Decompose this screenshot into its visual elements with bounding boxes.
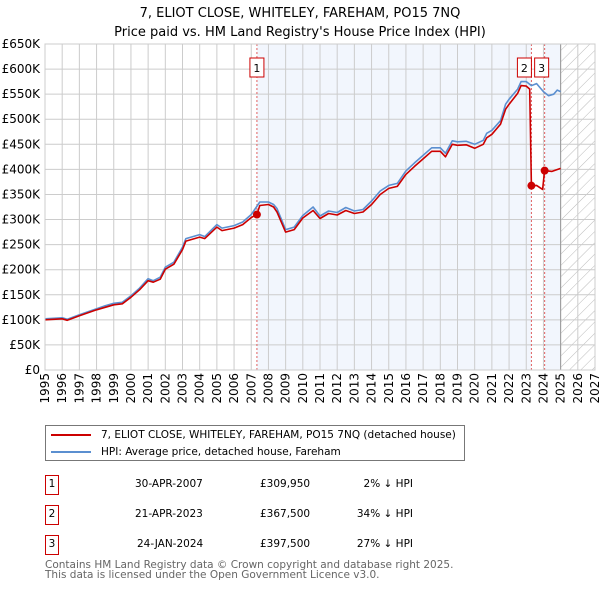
price-chart: 7, ELIOT CLOSE, WHITELEY, FAREHAM, PO15 … [2,6,600,404]
transaction-date: 21-APR-2023 [135,508,203,520]
y-tick-label: £450K [2,137,42,151]
ownership-shade [544,44,561,370]
y-tick-label: £600K [2,62,42,76]
sale-point [540,166,549,175]
footer-copyright: Contains HM Land Registry data © Crown c… [45,559,454,571]
transaction-date: 24-JAN-2024 [137,538,204,550]
footer: Contains HM Land Registry data © Crown c… [45,559,454,581]
x-tick-label: 2002 [158,373,172,404]
x-tick-label: 2023 [519,373,533,404]
y-tick-label: £0 [25,363,40,377]
transaction-marker: 3 [45,535,59,555]
y-tick-label: £650K [2,37,42,51]
x-tick-label: 2027 [588,373,600,404]
x-tick-label: 2012 [330,373,344,404]
x-tick-label: 1998 [90,373,104,404]
sale-label-box [249,57,265,78]
series-line-hpi [44,80,561,321]
x-tick-label: 2025 [554,373,568,404]
sale-label: 1 [253,62,260,75]
sale-label-box [534,57,550,78]
x-tick-label: 2006 [227,373,241,404]
transaction-row: 1 30-APR-2007 £309,950 2% ↓ HPI [45,475,465,495]
y-tick-label: £250K [2,238,42,252]
transaction-hpi: 34% ↓ HPI [356,508,413,520]
x-tick-label: 2011 [313,373,327,404]
chart-title: 7, ELIOT CLOSE, WHITELEY, FAREHAM, PO15 … [140,6,461,21]
transaction-marker: 2 [45,505,59,525]
x-tick-label: 2016 [399,373,413,404]
x-tick-label: 2021 [485,373,499,404]
x-tick-label: 2000 [124,373,138,404]
sale-point [527,181,536,190]
y-tick-label: £550K [2,87,42,101]
y-tick-label: £400K [2,162,42,176]
x-tick-label: 2003 [176,373,190,404]
legend-swatch-red [51,434,91,436]
footer-licence: This data is licensed under the Open Gov… [45,569,380,581]
sale-label: 3 [538,62,545,75]
legend-label: 7, ELIOT CLOSE, WHITELEY, FAREHAM, PO15 … [101,429,456,441]
transaction-price: £309,950 [260,478,311,490]
x-tick-label: 2026 [571,373,585,404]
transaction-price: £367,500 [260,508,311,520]
x-tick-label: 2009 [279,373,293,404]
sale-point [252,210,261,219]
sale-label: 2 [521,62,528,75]
transaction-hpi: 2% ↓ HPI [363,478,413,490]
series-line-property [44,84,561,322]
x-tick-label: 2005 [210,373,224,404]
x-tick-label: 2018 [433,373,447,404]
transaction-row: 2 21-APR-2023 £367,500 34% ↓ HPI [45,505,465,525]
x-tick-label: 2014 [365,373,379,404]
plot-border [44,43,596,371]
x-tick-label: 2015 [382,373,396,404]
transaction-price: £397,500 [260,538,311,550]
x-tick-label: 2004 [193,373,207,404]
x-tick-label: 2019 [451,373,465,404]
legend-label: HPI: Average price, detached house, Fare… [101,446,341,458]
x-tick-label: 2008 [261,373,275,404]
legend-swatch-blue [51,451,91,453]
y-tick-label: £100K [2,313,42,327]
x-tick-label: 1995 [38,373,52,404]
x-tick-label: 2020 [468,373,482,404]
x-tick-label: 1996 [55,373,69,404]
legend-item-property: 7, ELIOT CLOSE, WHITELEY, FAREHAM, PO15 … [51,427,456,443]
x-tick-label: 2001 [141,373,155,404]
y-tick-label: £150K [2,288,42,302]
legend-item-hpi: HPI: Average price, detached house, Fare… [51,444,341,460]
transaction-date: 30-APR-2007 [135,478,203,490]
y-tick-label: £50K [9,338,41,352]
x-tick-label: 1997 [72,373,86,404]
y-tick-label: £200K [2,263,42,277]
y-tick-label: £300K [2,213,42,227]
x-tick-label: 2007 [244,373,258,404]
legend: 7, ELIOT CLOSE, WHITELEY, FAREHAM, PO15 … [45,425,465,461]
y-tick-label: £350K [2,187,42,201]
x-tick-label: 2024 [536,373,550,404]
x-tick-label: 2022 [502,373,516,404]
x-tick-label: 2017 [416,373,430,404]
x-tick-label: 2010 [296,373,310,404]
x-tick-label: 2013 [347,373,361,404]
chart-subtitle: Price paid vs. HM Land Registry's House … [114,25,486,40]
x-tick-label: 1999 [107,373,121,404]
y-tick-label: £500K [2,112,42,126]
ownership-shade [256,44,532,370]
sale-label-box [516,57,532,78]
transaction-row: 3 24-JAN-2024 £397,500 27% ↓ HPI [45,535,465,555]
transaction-marker: 1 [45,475,59,495]
transaction-hpi: 27% ↓ HPI [356,538,413,550]
